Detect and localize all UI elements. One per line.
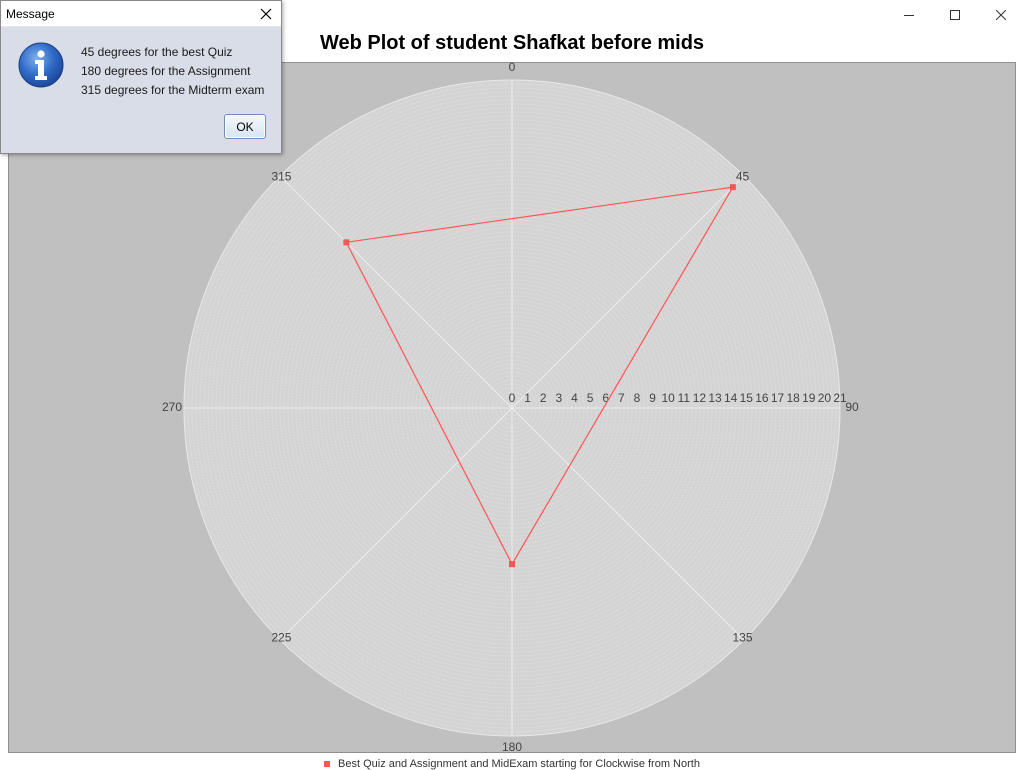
radial-tick-label: 5 <box>587 391 594 405</box>
chart-title: Web Plot of student Shafkat before mids <box>319 32 705 54</box>
minimize-icon <box>904 15 914 16</box>
radial-tick-label: 15 <box>740 391 754 405</box>
maximize-icon <box>950 10 960 20</box>
info-icon <box>18 42 64 88</box>
radial-tick-label: 10 <box>662 391 676 405</box>
angle-tick-label: 135 <box>733 631 753 645</box>
polar-spoke <box>279 175 513 409</box>
radial-tick-label: 0 <box>509 391 516 405</box>
radial-tick-label: 16 <box>755 391 769 405</box>
radial-tick-label: 3 <box>556 391 563 405</box>
dialog-close-button[interactable] <box>251 1 281 26</box>
legend: Best Quiz and Assignment and MidExam sta… <box>0 758 1024 770</box>
angle-tick-label: 90 <box>845 400 859 414</box>
dialog-title: Message <box>6 7 55 21</box>
radial-tick-label: 4 <box>571 391 578 405</box>
maximize-button[interactable] <box>932 0 978 30</box>
radial-tick-label: 2 <box>540 391 547 405</box>
legend-swatch <box>324 761 331 768</box>
series-point <box>343 239 350 246</box>
minimize-button[interactable] <box>886 0 932 30</box>
radial-tick-label: 8 <box>634 391 641 405</box>
radial-tick-label: 19 <box>802 391 816 405</box>
angle-tick-label: 180 <box>502 740 522 754</box>
dialog-line-quiz: 45 degrees for the best Quiz <box>81 45 233 59</box>
series-point <box>509 561 515 568</box>
dialog-message: 45 degrees for the best Quiz 180 degrees… <box>81 43 264 100</box>
radial-tick-label: 17 <box>771 391 785 405</box>
radial-tick-label: 14 <box>724 391 738 405</box>
dialog-titlebar: Message <box>1 1 281 27</box>
radial-tick-label: 12 <box>693 391 707 405</box>
angle-tick-label: 270 <box>162 400 182 414</box>
polar-spoke <box>511 407 745 641</box>
angle-tick-label: 225 <box>271 631 291 645</box>
close-icon <box>996 10 1006 20</box>
angle-tick-label: 45 <box>736 170 750 184</box>
polar-spoke <box>511 175 745 409</box>
radial-tick-label: 21 <box>833 391 847 405</box>
close-icon <box>260 8 272 19</box>
radial-tick-label: 1 <box>524 391 531 405</box>
angle-tick-label: 315 <box>271 170 291 184</box>
radial-tick-label: 20 <box>818 391 832 405</box>
ok-button[interactable]: OK <box>224 114 266 139</box>
series-point <box>729 184 736 191</box>
radial-tick-label: 9 <box>649 391 656 405</box>
window-controls <box>886 0 1024 30</box>
radial-tick-label: 13 <box>708 391 722 405</box>
dialog-line-midterm: 315 degrees for the Midterm exam <box>81 83 265 97</box>
legend-label: Best Quiz and Assignment and MidExam sta… <box>338 758 700 770</box>
radial-tick-label: 7 <box>618 391 625 405</box>
dialog-line-assignment: 180 degrees for the Assignment <box>81 64 251 78</box>
radial-tick-label: 6 <box>602 391 609 405</box>
radial-tick-label: 11 <box>678 391 691 405</box>
angle-tick-label: 0 <box>509 60 516 74</box>
polar-spoke <box>279 407 513 641</box>
message-dialog: Message 45 degrees for the best Quiz 180… <box>0 0 282 154</box>
close-button[interactable] <box>978 0 1024 30</box>
series-line <box>345 186 735 566</box>
radial-tick-label: 18 <box>786 391 800 405</box>
